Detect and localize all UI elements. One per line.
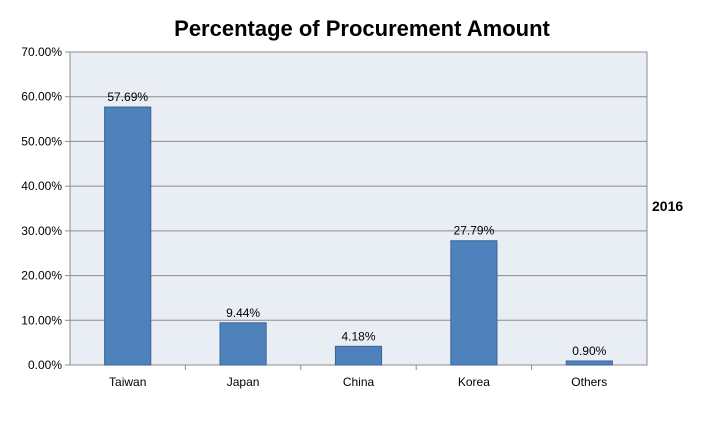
x-tick-label: Japan <box>227 375 260 389</box>
y-tick-label: 70.00% <box>21 45 62 59</box>
x-tick-label: Others <box>571 375 607 389</box>
x-tick-label: Taiwan <box>109 375 146 389</box>
y-tick-label: 20.00% <box>21 269 62 283</box>
y-tick-label: 60.00% <box>21 90 62 104</box>
bar <box>450 240 498 366</box>
chart-title: Percentage of Procurement Amount <box>174 16 550 41</box>
bar <box>219 322 267 366</box>
y-tick-label: 40.00% <box>21 179 62 193</box>
data-label: 27.79% <box>454 224 495 238</box>
x-tick-label: Korea <box>458 375 490 389</box>
x-tick-label: China <box>343 375 375 389</box>
bar <box>104 106 152 366</box>
bar <box>565 360 613 366</box>
data-label: 9.44% <box>226 306 260 320</box>
data-label: 0.90% <box>572 344 606 358</box>
data-label: 57.69% <box>107 90 148 104</box>
series-label: 2016 <box>652 198 684 214</box>
y-tick-label: 0.00% <box>28 358 62 372</box>
y-tick-label: 10.00% <box>21 313 62 327</box>
plot-background <box>69 51 648 366</box>
y-tick-label: 30.00% <box>21 224 62 238</box>
bar <box>334 345 383 366</box>
data-label: 4.18% <box>341 329 375 343</box>
y-tick-label: 50.00% <box>21 134 62 148</box>
